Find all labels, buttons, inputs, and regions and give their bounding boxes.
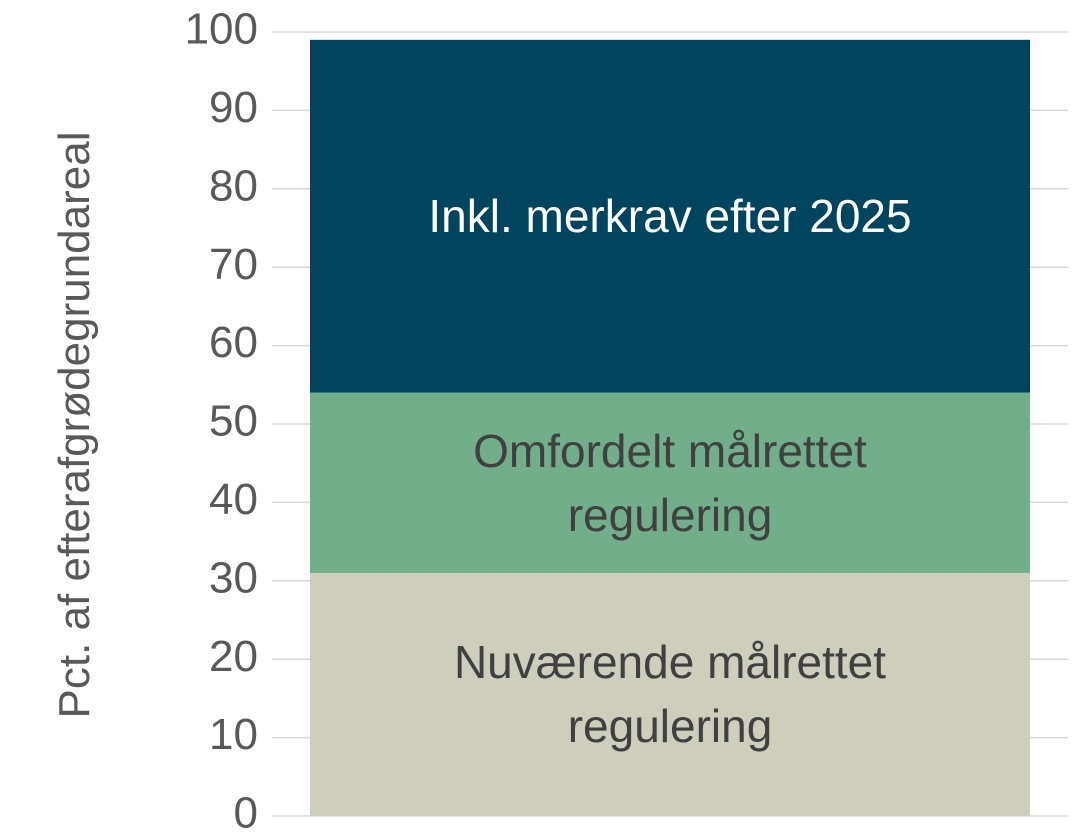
y-tick-label: 0: [234, 789, 258, 834]
y-tick-label: 30: [209, 553, 258, 602]
bar-segment: [310, 39, 1030, 393]
y-tick-label: 70: [209, 240, 258, 289]
bar-segment: [310, 572, 1030, 816]
y-tick-label: 100: [185, 5, 258, 54]
y-axis-label: Pct. af efterafgrødegrundareal: [50, 131, 99, 719]
y-tick-label: 60: [209, 318, 258, 367]
y-tick-label: 50: [209, 397, 258, 446]
segment-label: Inkl. merkrav efter 2025: [428, 190, 912, 243]
segment-label: Nuværende målrettet regulering: [453, 636, 887, 753]
y-tick-label: 10: [209, 710, 258, 759]
bar-segment: [310, 392, 1030, 573]
segment-label: Omfordelt målrettet regulering: [473, 424, 867, 541]
y-tick-label: 20: [209, 632, 258, 681]
y-tick-label: 80: [209, 161, 258, 210]
y-tick-label: 90: [209, 83, 258, 132]
y-tick-label: 40: [209, 475, 258, 524]
